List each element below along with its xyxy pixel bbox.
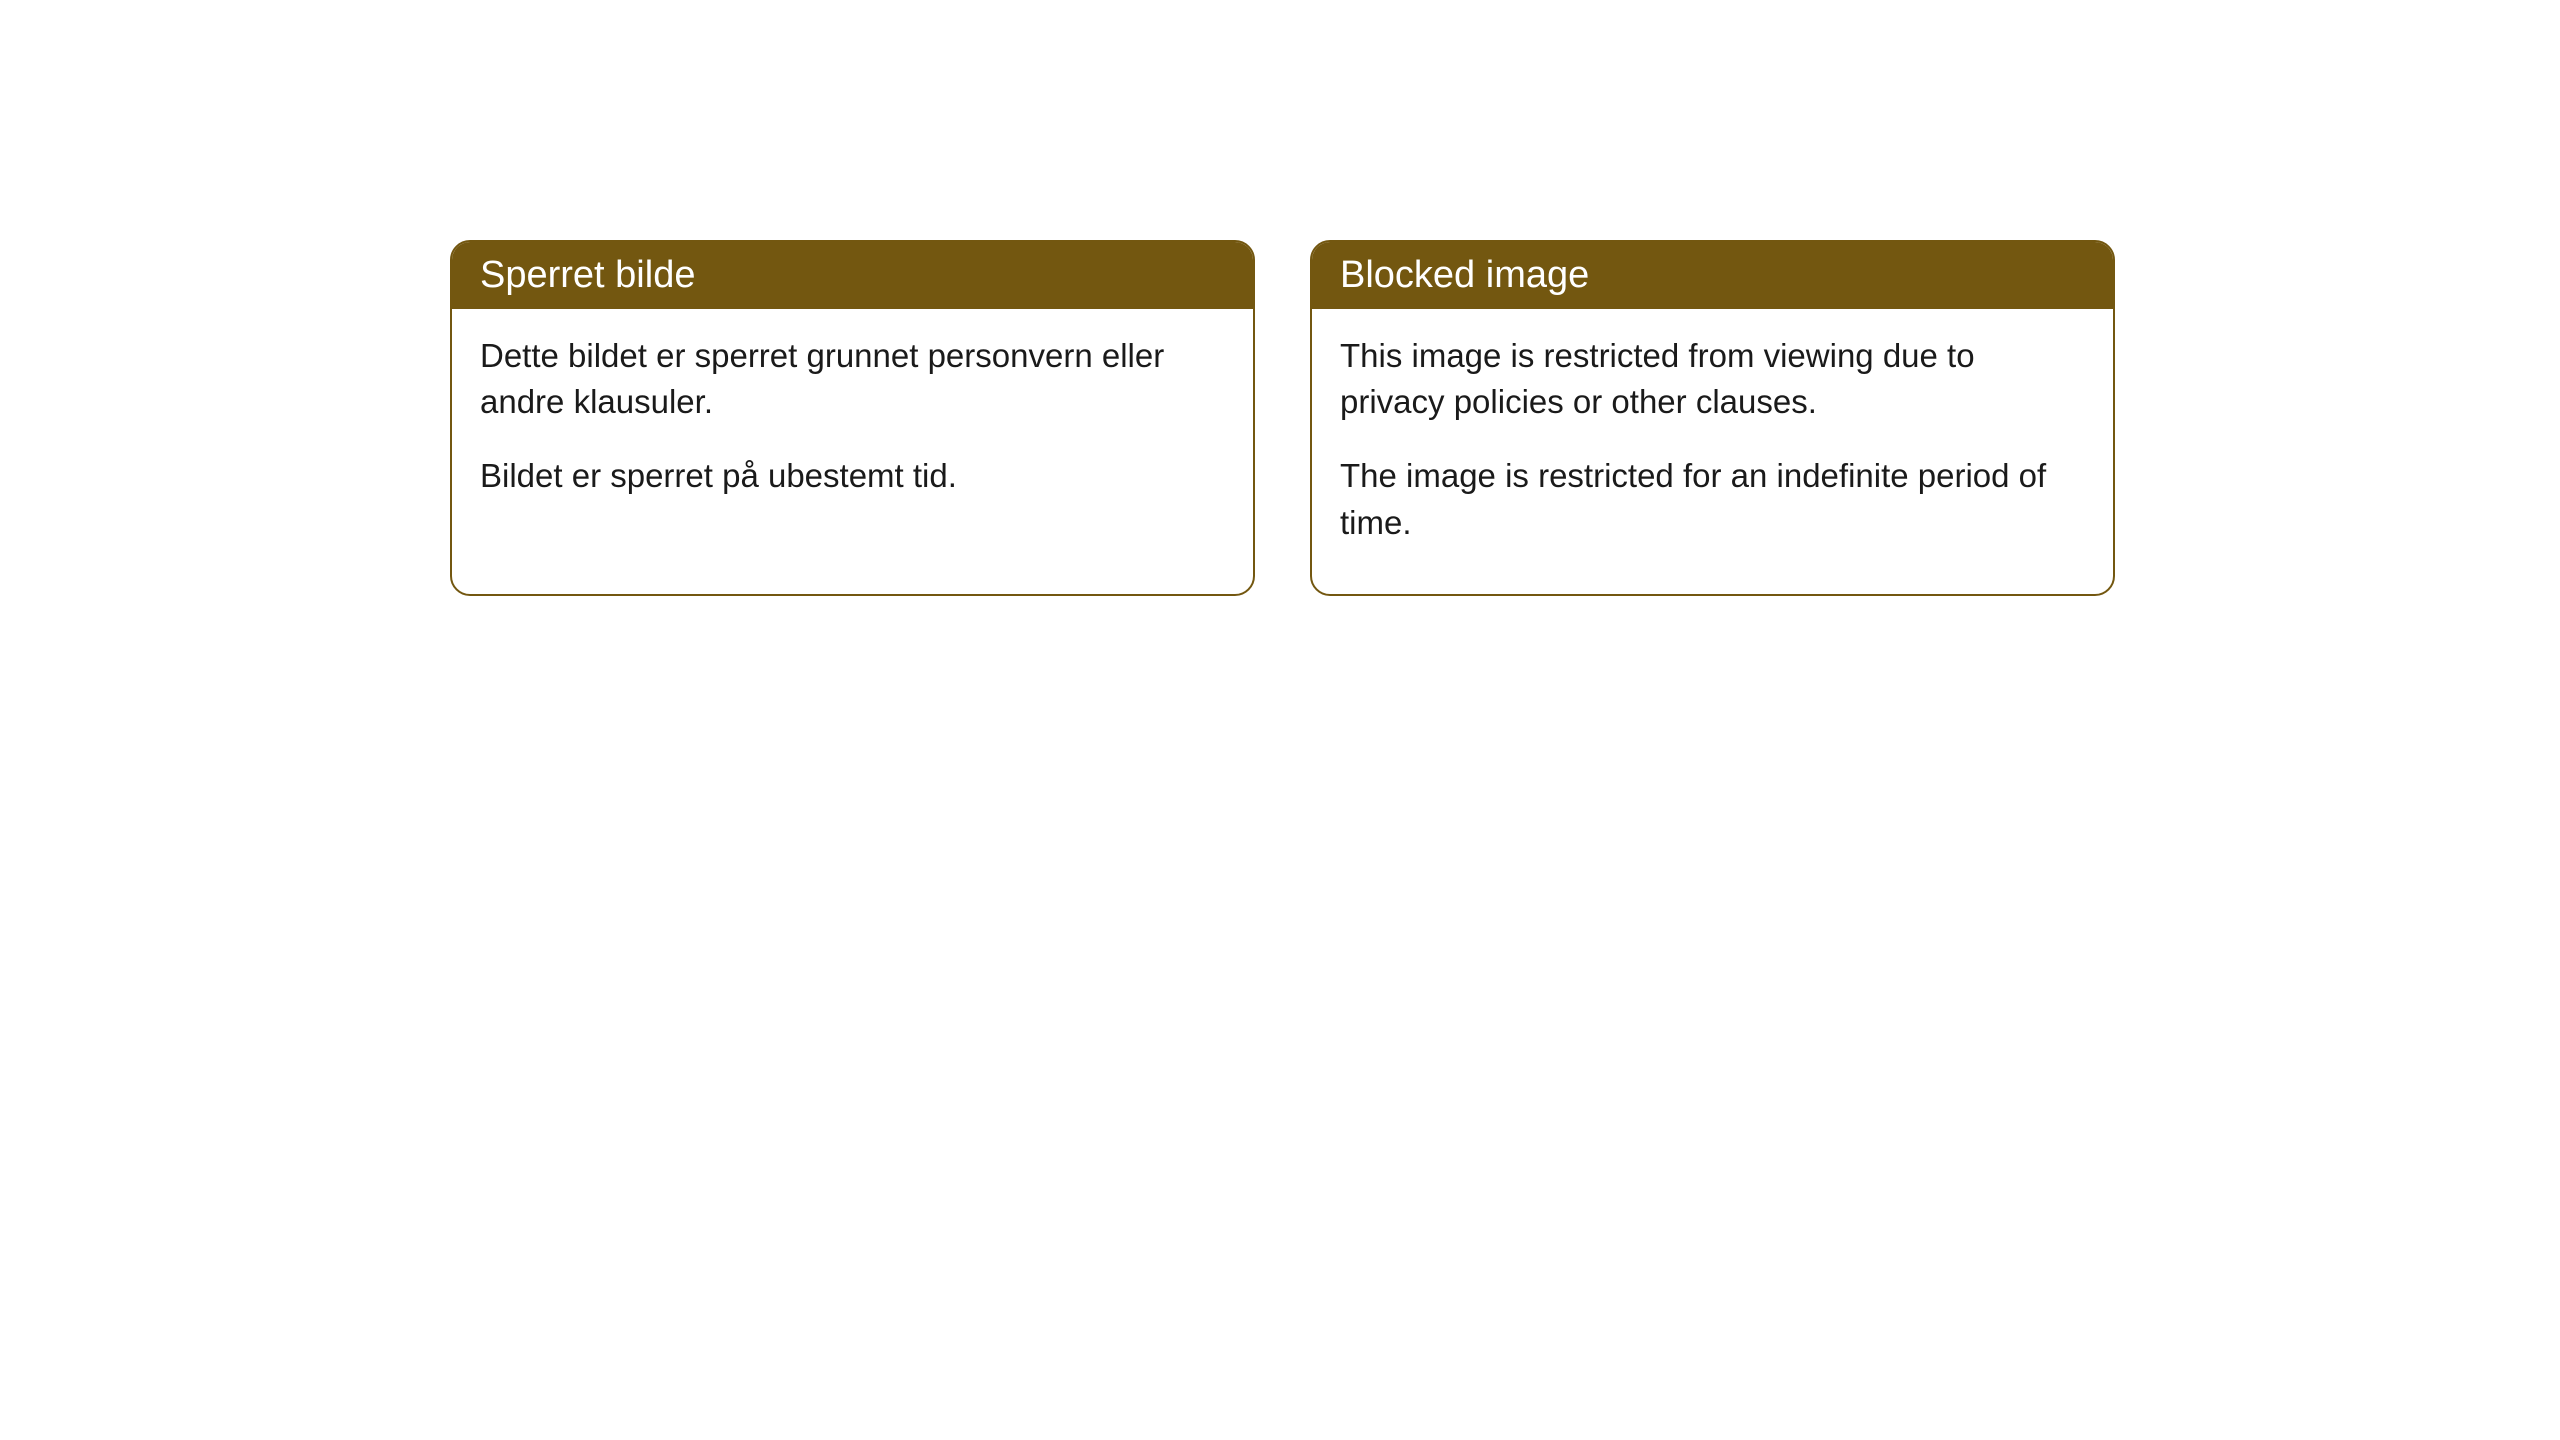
notice-text-no-2: Bildet er sperret på ubestemt tid.: [480, 453, 1225, 499]
notice-text-en-1: This image is restricted from viewing du…: [1340, 333, 2085, 425]
card-body-no: Dette bildet er sperret grunnet personve…: [452, 309, 1253, 548]
card-header-no: Sperret bilde: [452, 242, 1253, 309]
card-header-en: Blocked image: [1312, 242, 2113, 309]
notice-text-en-2: The image is restricted for an indefinit…: [1340, 453, 2085, 545]
card-body-en: This image is restricted from viewing du…: [1312, 309, 2113, 594]
notice-text-no-1: Dette bildet er sperret grunnet personve…: [480, 333, 1225, 425]
notice-cards-container: Sperret bilde Dette bildet er sperret gr…: [450, 240, 2115, 596]
blocked-image-card-no: Sperret bilde Dette bildet er sperret gr…: [450, 240, 1255, 596]
blocked-image-card-en: Blocked image This image is restricted f…: [1310, 240, 2115, 596]
